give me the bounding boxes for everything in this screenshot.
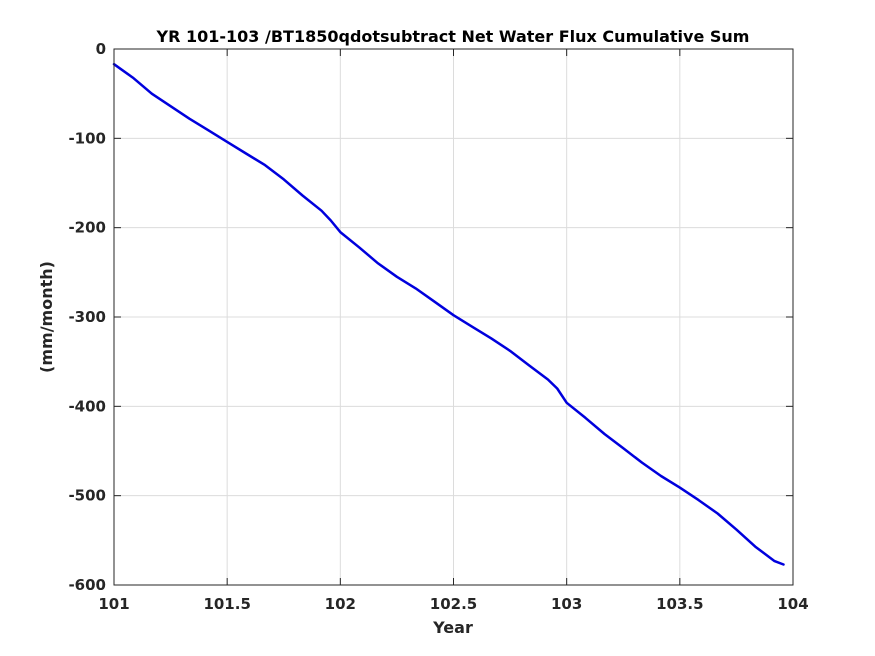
plot-frame (113, 48, 794, 586)
y-tick-label: -300 (68, 308, 106, 326)
y-tick-labels: 0 -100 -200 -300 -400 -500 -600 (68, 40, 106, 594)
y-tick-label: -400 (68, 397, 106, 415)
y-tick-label: -200 (68, 219, 106, 237)
y-axis-label: (mm/month) (37, 261, 56, 373)
chart-title: YR 101-103 /BT1850qdotsubtract Net Water… (156, 27, 750, 46)
x-tick-label: 101.5 (203, 595, 250, 613)
x-tick-label: 103 (551, 595, 582, 613)
x-tick-label: 102 (325, 595, 356, 613)
x-tick-label: 104 (777, 595, 808, 613)
x-tick-label: 103.5 (656, 595, 703, 613)
y-tick-label: -600 (68, 576, 106, 594)
x-tick-labels: 101 101.5 102 102.5 103 103.5 104 (98, 595, 808, 613)
series-line (112, 62, 785, 566)
y-tick-label: 0 (96, 40, 106, 58)
y-tick-label: -500 (68, 487, 106, 505)
x-tick-label: 101 (98, 595, 129, 613)
x-tick-label: 102.5 (430, 595, 477, 613)
series-group (112, 62, 785, 566)
y-tick-label: -100 (68, 129, 106, 147)
x-axis-label: Year (432, 618, 473, 637)
